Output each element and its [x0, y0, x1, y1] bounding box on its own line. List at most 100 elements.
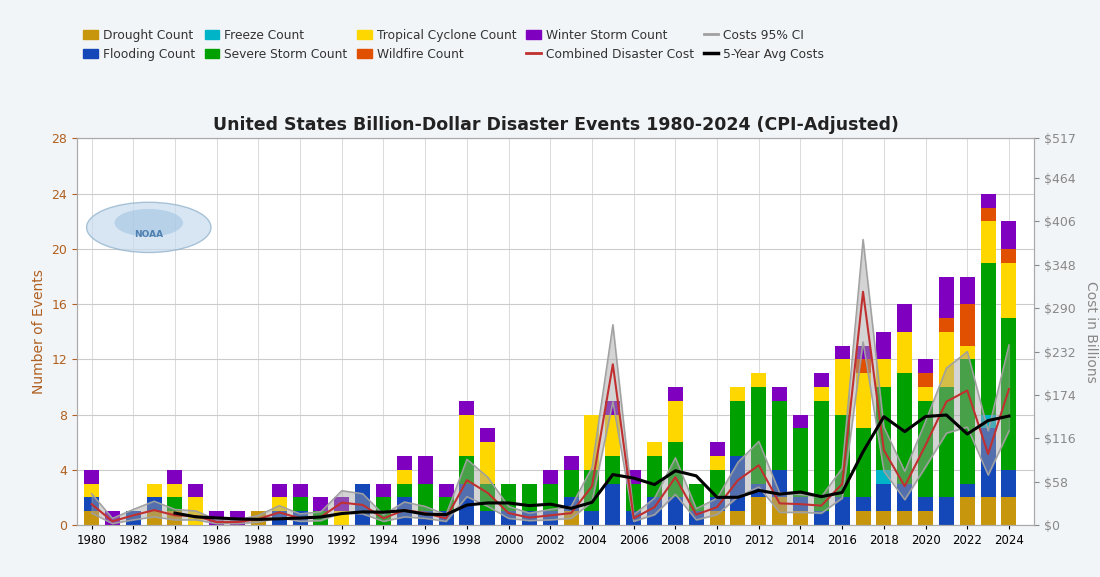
Bar: [898, 304, 912, 332]
Bar: [521, 484, 537, 511]
Bar: [668, 442, 683, 497]
Bar: [563, 511, 579, 525]
Bar: [230, 511, 245, 525]
Bar: [188, 484, 204, 497]
Bar: [439, 497, 453, 511]
Bar: [939, 276, 954, 318]
Circle shape: [87, 203, 211, 253]
Bar: [730, 456, 746, 511]
Bar: [251, 511, 266, 525]
Bar: [418, 511, 432, 525]
Bar: [877, 359, 891, 387]
Bar: [856, 373, 870, 428]
Bar: [167, 470, 183, 484]
Bar: [939, 497, 954, 525]
Bar: [918, 387, 933, 401]
Bar: [167, 484, 183, 497]
Bar: [563, 470, 579, 497]
Bar: [605, 401, 620, 415]
Y-axis label: Number of Events: Number of Events: [32, 269, 46, 394]
Bar: [960, 359, 975, 484]
Bar: [84, 470, 99, 484]
Bar: [710, 456, 725, 470]
Bar: [1001, 263, 1016, 318]
Bar: [502, 511, 516, 525]
Bar: [835, 346, 849, 359]
Bar: [542, 511, 558, 525]
Bar: [856, 346, 870, 359]
Bar: [1001, 470, 1016, 497]
Bar: [710, 497, 725, 511]
Legend: Drought Count, Flooding Count, Freeze Count, Severe Storm Count, Tropical Cyclon: Drought Count, Flooding Count, Freeze Co…: [84, 29, 824, 61]
Bar: [167, 497, 183, 511]
Bar: [814, 511, 828, 525]
Bar: [668, 387, 683, 401]
Bar: [856, 359, 870, 373]
Text: NOAA: NOAA: [134, 230, 163, 239]
Bar: [877, 387, 891, 470]
Bar: [397, 497, 411, 525]
Bar: [751, 484, 767, 497]
Bar: [563, 497, 579, 511]
Bar: [521, 511, 537, 525]
Bar: [314, 497, 329, 511]
Bar: [584, 511, 600, 525]
Bar: [542, 484, 558, 511]
Bar: [814, 373, 828, 387]
Bar: [104, 511, 120, 525]
Bar: [835, 359, 849, 415]
Title: United States Billion-Dollar Disaster Events 1980-2024 (CPI-Adjusted): United States Billion-Dollar Disaster Ev…: [212, 116, 899, 134]
Bar: [980, 428, 996, 497]
Bar: [939, 318, 954, 332]
Bar: [710, 511, 725, 525]
Bar: [439, 484, 453, 497]
Bar: [980, 194, 996, 208]
Bar: [689, 484, 704, 511]
Bar: [960, 497, 975, 525]
Bar: [584, 470, 600, 511]
Bar: [397, 470, 411, 484]
Bar: [980, 497, 996, 525]
Bar: [960, 484, 975, 497]
Bar: [793, 428, 808, 497]
Bar: [605, 456, 620, 484]
Bar: [626, 511, 641, 525]
Bar: [293, 484, 308, 497]
Bar: [439, 511, 453, 525]
Bar: [710, 470, 725, 497]
Bar: [125, 511, 141, 525]
Bar: [960, 304, 975, 346]
Bar: [730, 387, 746, 401]
Bar: [563, 456, 579, 470]
Bar: [793, 497, 808, 511]
Bar: [605, 415, 620, 456]
Bar: [710, 442, 725, 456]
Bar: [460, 456, 474, 484]
Bar: [668, 497, 683, 525]
Bar: [939, 332, 954, 387]
Bar: [460, 484, 474, 525]
Bar: [898, 511, 912, 525]
Bar: [751, 387, 767, 484]
Bar: [918, 373, 933, 387]
Bar: [584, 415, 600, 470]
Bar: [1001, 497, 1016, 525]
Bar: [293, 511, 308, 525]
Bar: [626, 484, 641, 511]
Bar: [418, 484, 432, 511]
Bar: [605, 484, 620, 525]
Bar: [84, 497, 99, 511]
Bar: [980, 263, 996, 415]
Bar: [772, 470, 788, 497]
Bar: [1001, 318, 1016, 470]
Bar: [397, 456, 411, 470]
Bar: [877, 511, 891, 525]
Bar: [167, 511, 183, 525]
Bar: [334, 511, 350, 525]
Bar: [647, 497, 662, 525]
Bar: [730, 511, 746, 525]
Bar: [772, 497, 788, 525]
Bar: [481, 484, 495, 511]
Bar: [980, 415, 996, 428]
Bar: [814, 387, 828, 401]
